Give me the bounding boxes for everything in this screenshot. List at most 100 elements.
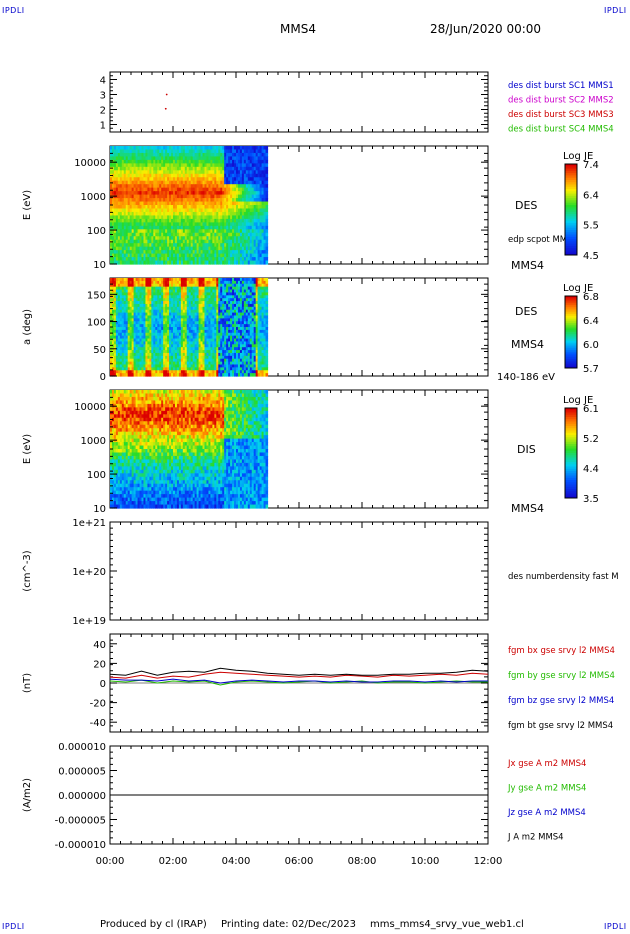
spectrogram-cell (204, 286, 208, 291)
spectrogram-cell (149, 306, 152, 311)
spectrogram-cell (224, 232, 227, 237)
spectrogram-cell (210, 146, 213, 151)
spectrogram-cell (141, 198, 145, 203)
spectrogram-cell (263, 149, 267, 154)
spectrogram-cell (155, 250, 158, 255)
spectrogram-cell (133, 257, 137, 262)
spectrogram-cell (190, 146, 194, 151)
spectrogram-cell (236, 187, 239, 192)
spectrogram-cell (210, 298, 213, 302)
spectrogram-cell (167, 173, 170, 178)
spectrogram-cell (125, 250, 129, 255)
spectrogram-cell (206, 257, 210, 262)
spectrogram-cell (151, 298, 154, 302)
spectrogram-cell (184, 292, 188, 296)
spectrogram-cell (265, 229, 269, 234)
spectrogram-cell (125, 211, 129, 217)
spectrogram-cell (192, 352, 196, 357)
spectrogram-cell (178, 335, 182, 340)
spectrogram-cell (198, 239, 202, 244)
spectrogram-cell (245, 146, 249, 151)
spectrogram-cell (155, 246, 158, 251)
spectrogram-cell (224, 156, 227, 161)
spectrogram-cell (121, 286, 125, 291)
spectrogram-cell (153, 250, 156, 255)
spectrogram-cell (111, 298, 115, 302)
spectrogram-cell (139, 159, 143, 164)
spectrogram-cell (139, 347, 143, 351)
spectrogram-cell (194, 364, 198, 368)
colorbar-swatch (565, 175, 577, 179)
spectrogram-cell (149, 208, 152, 213)
spectrogram-cell (245, 205, 249, 210)
spectrogram-cell (218, 198, 221, 203)
spectrogram-cell (247, 177, 251, 182)
spectrogram-cell (257, 250, 261, 255)
spectrogram-cell (169, 283, 172, 288)
spectrogram-cell (206, 236, 210, 241)
spectrogram-cell (224, 250, 227, 255)
spectrogram-cell (163, 338, 166, 343)
spectrogram-cell (210, 166, 213, 171)
spectrogram-cell (218, 180, 221, 185)
spectrogram-cell (157, 335, 160, 340)
spectrogram-cell (129, 243, 133, 248)
spectrogram-cell (249, 215, 253, 220)
spectrogram-cell (241, 166, 245, 171)
spectrogram-cell (245, 166, 249, 171)
spectrogram-cell (212, 306, 215, 311)
spectrogram-cell (165, 301, 168, 305)
spectrogram-cell (192, 246, 196, 251)
spectrogram-cell (135, 149, 139, 154)
spectrogram-cell (216, 341, 219, 345)
spectrogram-cell (230, 222, 233, 227)
spectrogram-cell (190, 208, 194, 213)
spectrogram-cell (167, 370, 170, 374)
spectrogram-cell (123, 187, 127, 192)
spectrogram-cell (226, 205, 229, 210)
spectrogram-cell (265, 211, 269, 217)
spectrogram-cell (137, 327, 141, 331)
spectrogram-cell (237, 194, 241, 199)
spectrogram-cell (230, 159, 233, 164)
spectrogram-cell (261, 250, 265, 255)
spectrogram-cell (141, 253, 145, 258)
spectrogram-cell (155, 218, 158, 223)
spectrogram-cell (206, 295, 210, 299)
spectrogram-cell (237, 236, 241, 241)
spectrogram-cell (151, 208, 154, 213)
spectrogram-cell (218, 253, 221, 258)
spectrogram-cell (241, 201, 245, 206)
spectrogram-cell (133, 239, 137, 244)
spectrogram-cell (184, 312, 188, 317)
spectrogram-cell (214, 344, 217, 348)
spectrogram-cell (171, 191, 174, 196)
spectrogram-cell (174, 341, 178, 345)
spectrogram-cell (145, 324, 149, 328)
spectrogram-cell (214, 146, 217, 151)
spectrogram-cell (196, 208, 200, 213)
spectrogram-cell (167, 373, 170, 377)
spectrogram-cell (125, 194, 129, 199)
spectrogram-cell (123, 332, 127, 337)
spectrogram-cell (111, 232, 115, 237)
spectrogram-cell (143, 358, 147, 363)
spectrogram-cell (214, 218, 217, 223)
spectrogram-cell (174, 364, 178, 368)
spectrogram-cell (190, 191, 194, 196)
spectrogram-cell (149, 253, 152, 258)
spectrogram-cell (243, 225, 247, 230)
spectrogram-cell (210, 205, 213, 210)
spectrogram-cell (265, 236, 269, 241)
spectrogram-cell (121, 278, 125, 282)
spectrogram-cell (111, 364, 115, 368)
spectrogram-cell (155, 350, 158, 354)
spectrogram-cell (133, 191, 137, 196)
spectrogram-cell (218, 315, 221, 319)
spectrogram-cell (127, 283, 131, 288)
spectrogram-cell (194, 306, 198, 311)
spectrogram-cell (171, 298, 174, 302)
spectrogram-cell (212, 338, 215, 343)
